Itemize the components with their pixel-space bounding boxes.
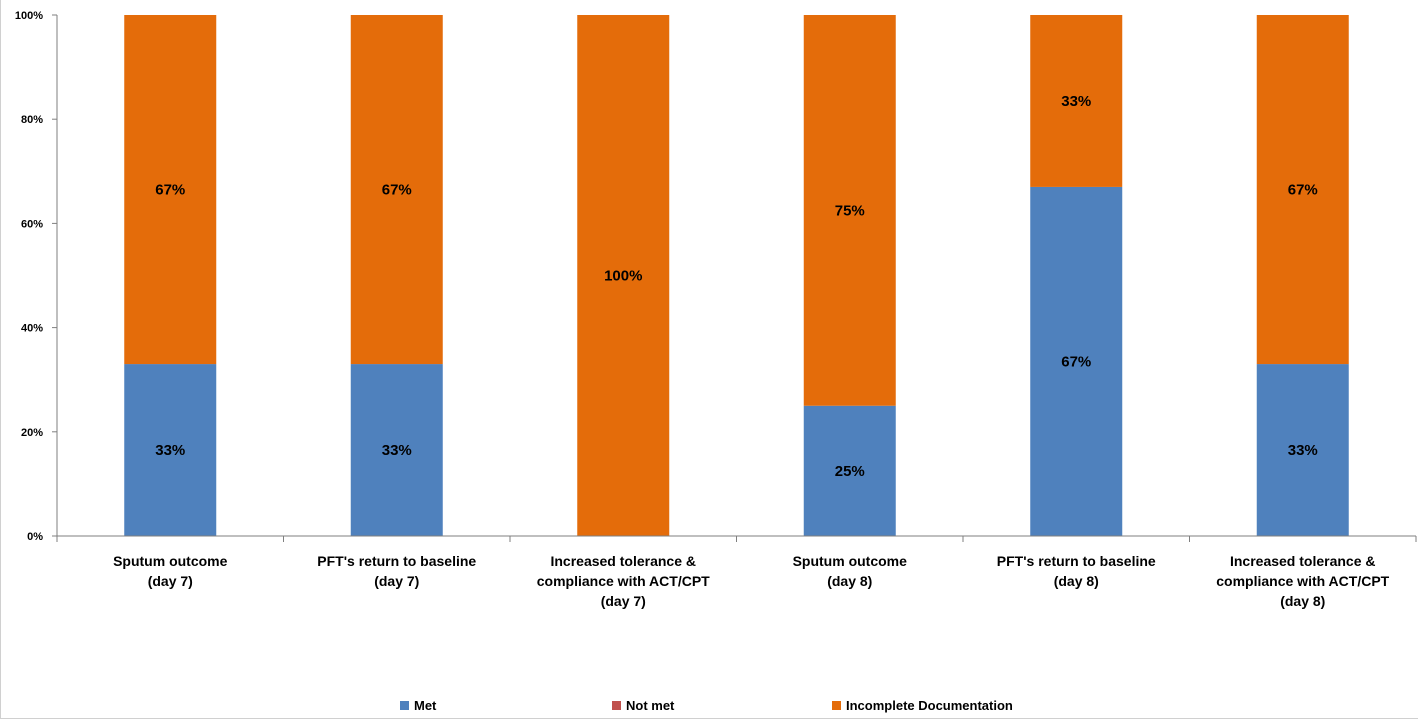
bar-segment xyxy=(803,15,896,406)
y-tick-label: 60% xyxy=(21,218,43,230)
bar-segment xyxy=(1030,186,1123,536)
data-label: 33% xyxy=(382,442,412,459)
x-tick-label: Increased tolerance & compliance with ACT… xyxy=(537,553,710,609)
data-label: 33% xyxy=(1288,442,1318,459)
y-tick-label: 40% xyxy=(21,323,43,335)
data-label: 67% xyxy=(382,182,412,199)
x-tick-label: Increased tolerance & compliance with ACT… xyxy=(1216,553,1389,609)
data-label: 67% xyxy=(1288,182,1318,199)
x-tick-label: PFT's return to baseline (day 8) xyxy=(997,553,1156,589)
data-label: 67% xyxy=(1061,353,1091,370)
data-labels-layer: 33% 67% 33% 67% 100% 25% 75% 67% 33% 33% 67% xyxy=(155,93,1318,480)
legend-label: Met xyxy=(414,698,437,713)
bar-segment xyxy=(124,15,217,365)
bar-segment xyxy=(803,405,896,536)
bar-segment xyxy=(124,364,217,536)
data-label: 33% xyxy=(155,442,185,459)
legend-label: Not met xyxy=(626,698,675,713)
legend-label: Incomplete Documentation xyxy=(846,698,1013,713)
x-tick-label: Sputum outcome (day 8) xyxy=(793,553,908,589)
y-tick-label: 0% xyxy=(27,531,43,543)
bars-layer xyxy=(124,15,1349,536)
legend: Met Not met Incomplete Documentation xyxy=(0,698,1419,718)
legend-item: Incomplete Documentation xyxy=(832,698,1013,713)
bar-segment xyxy=(350,15,443,365)
bar-segment xyxy=(1030,15,1123,187)
data-label: 33% xyxy=(1061,93,1091,110)
bar-segment xyxy=(1256,364,1349,536)
data-label: 100% xyxy=(604,268,642,285)
legend-swatch xyxy=(400,701,409,710)
legend-swatch xyxy=(612,701,621,710)
legend-swatch xyxy=(832,701,841,710)
axes-layer: 0% 20% 40% 60% 80% 100% Sputum outcome (day 7) P… xyxy=(15,10,1417,609)
x-tick-label: PFT's return to baseline (day 7) xyxy=(317,553,476,589)
x-tick-label: Sputum outcome (day 7) xyxy=(113,553,228,589)
data-label: 75% xyxy=(835,202,865,219)
bar-segment xyxy=(350,364,443,536)
bar-segment xyxy=(577,15,670,536)
y-tick-label: 80% xyxy=(21,114,43,126)
y-tick-label: 100% xyxy=(15,10,43,22)
data-label: 67% xyxy=(155,182,185,199)
bar-segment xyxy=(1256,15,1349,365)
y-tick-label: 20% xyxy=(21,427,43,439)
legend-item: Not met xyxy=(612,698,674,713)
legend-item: Met xyxy=(400,698,436,713)
data-label: 25% xyxy=(835,463,865,480)
